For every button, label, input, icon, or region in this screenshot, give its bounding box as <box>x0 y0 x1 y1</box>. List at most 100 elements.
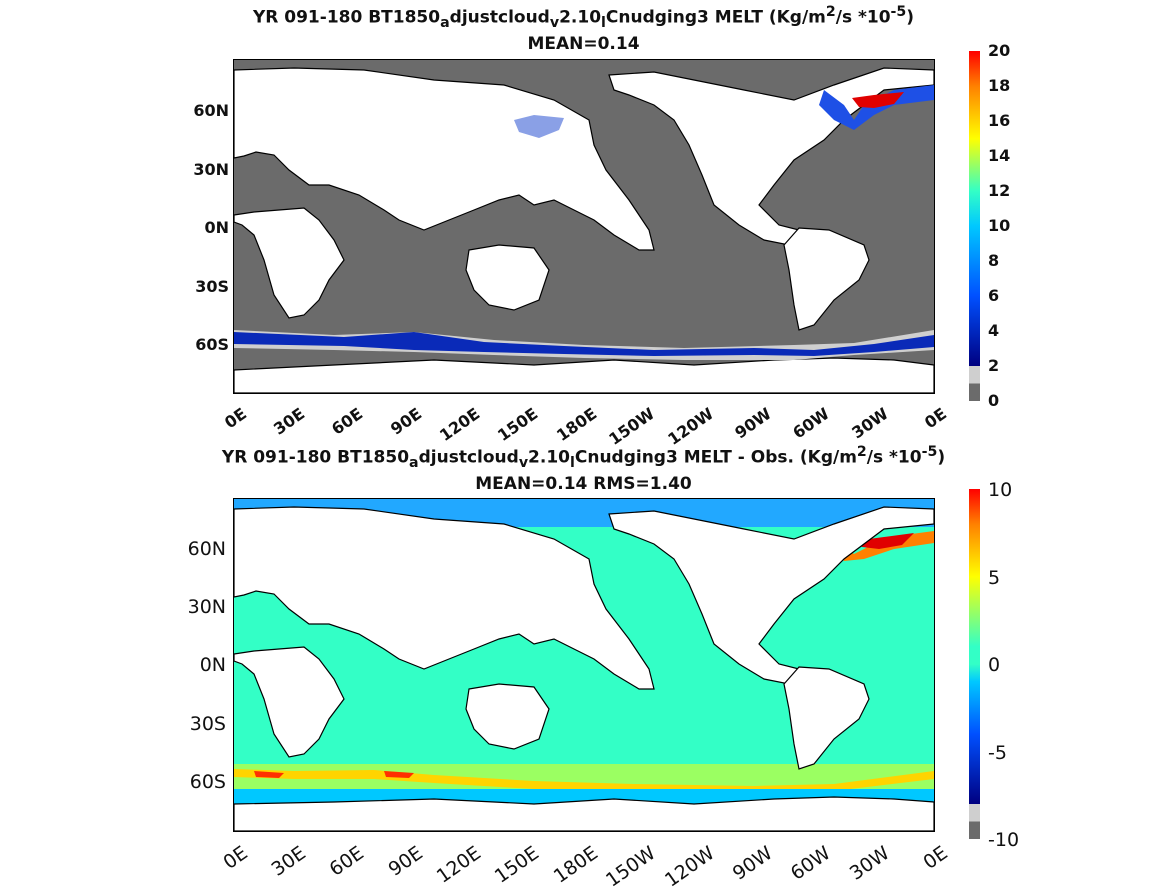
lat-label: 60S <box>195 335 229 354</box>
colorbar-tick-label: 16 <box>988 111 1011 130</box>
colorbar-tick-label: 6 <box>988 286 1000 305</box>
map-bottom <box>233 498 935 832</box>
lon-label: 30E <box>270 404 309 439</box>
title-sub: a <box>409 455 419 472</box>
land-north-america <box>608 67 934 246</box>
title-text: djustcloud <box>418 447 519 468</box>
melt-bands <box>234 85 934 360</box>
title-sub: l <box>601 15 606 32</box>
lon-label: 120W <box>660 842 719 892</box>
land-antarctica <box>234 796 934 831</box>
land-africa <box>234 646 345 758</box>
title-sup: 2 <box>856 444 867 460</box>
title-text: YR 091-180 BT1850 <box>221 447 410 468</box>
title-text: YR 091-180 BT1850 <box>252 7 441 28</box>
lon-label: 0E <box>919 842 952 874</box>
lat-label: 60N <box>187 538 226 560</box>
lon-label: 60W <box>787 842 835 885</box>
lon-label: 90W <box>728 842 777 885</box>
lon-label: 90E <box>386 404 425 439</box>
lat-label: 30N <box>187 596 226 618</box>
title-sub: l <box>570 455 575 472</box>
lon-label: 120E <box>436 404 484 445</box>
title-sub: a <box>440 15 450 32</box>
colorbar-top <box>969 51 980 401</box>
land-africa <box>234 207 345 319</box>
land-eurasia <box>234 506 655 690</box>
title-sup: 2 <box>825 4 836 20</box>
title-text: djustcloud <box>449 7 550 28</box>
colorbar-top-svg <box>969 51 980 401</box>
panel-bottom-subtitle: MEAN=0.14 RMS=1.40 <box>475 474 692 494</box>
melt-patch-okhotsk <box>514 115 564 138</box>
melt-band-blue <box>234 332 934 356</box>
land-north-america <box>608 506 934 685</box>
anomaly-greenland <box>854 533 914 549</box>
colorbar-tick-label: 14 <box>988 146 1011 165</box>
title-text: 2.10 <box>559 7 602 28</box>
title-sup: -5 <box>921 444 938 460</box>
colorbar-tick-label: 12 <box>988 181 1011 200</box>
lon-label: 0E <box>920 404 950 433</box>
land-eurasia <box>234 67 655 251</box>
lon-label: 180E <box>549 842 602 888</box>
lon-label: 0E <box>220 404 250 433</box>
title-text: Cnudging3 MELT (Kg/m <box>605 7 826 28</box>
lat-label: 30S <box>195 277 229 296</box>
map-top <box>233 59 935 394</box>
colorbar-tick-label: 10 <box>988 216 1011 235</box>
lon-label: 30W <box>845 842 894 885</box>
title-sub: v <box>549 15 560 32</box>
lon-label: 180E <box>552 404 600 445</box>
colorbar-gradient <box>969 51 980 401</box>
panel-top-subtitle: MEAN=0.14 <box>527 34 640 54</box>
colorbar-tick-label: 4 <box>988 321 1000 340</box>
colorbar-tick-label: 0 <box>988 391 1000 410</box>
title-text: /s *10 <box>866 447 922 468</box>
lat-label: 60N <box>193 101 229 120</box>
lon-label: 150E <box>494 404 542 445</box>
melt-patch-greenland <box>852 92 904 108</box>
lon-label: 150E <box>491 842 544 888</box>
lat-label: 30N <box>193 160 229 179</box>
colorbar-tick-label: 5 <box>988 566 1001 589</box>
lon-label: 90W <box>731 404 775 443</box>
panel-top-title: YR 091-180 BT1850adjustcloudv2.10lCnudgi… <box>0 2 1167 33</box>
colorbar-tick-label: 2 <box>988 356 1000 375</box>
lat-label: 30S <box>189 713 226 735</box>
colorbar-tick-label: -10 <box>988 829 1020 851</box>
colorbar-tick-label: 20 <box>988 41 1011 60</box>
colorbar-gradient <box>969 489 980 839</box>
title-text: /s *10 <box>835 7 891 28</box>
map-bottom-svg <box>234 499 934 831</box>
lon-label: 60E <box>328 404 367 439</box>
lat-label: 0N <box>199 654 226 676</box>
colorbar-bottom <box>969 489 980 839</box>
lat-label: 60S <box>189 771 226 793</box>
title-sup: -5 <box>890 4 907 20</box>
title-text: ) <box>906 7 915 28</box>
lon-label: 150W <box>602 842 660 892</box>
colorbar-tick-label: 10 <box>988 479 1013 501</box>
title-sub: v <box>518 455 529 472</box>
lon-label: 0E <box>219 842 252 874</box>
map-top-svg <box>234 60 934 393</box>
colorbar-tick-label: 18 <box>988 76 1011 95</box>
land-australia <box>465 683 550 750</box>
lon-label: 30W <box>847 404 892 443</box>
anomaly-hotspot <box>384 771 414 778</box>
title-text: ) <box>937 447 946 468</box>
title-text: Cnudging3 MELT - Obs. (Kg/m <box>574 447 857 468</box>
colorbar-bottom-svg <box>969 489 980 839</box>
colorbar-tick-label: 8 <box>988 251 1000 270</box>
lat-label: 0N <box>204 218 229 237</box>
land-masses <box>234 67 934 393</box>
land-south-america <box>783 666 870 770</box>
colorbar-tick-label: 0 <box>988 654 1001 676</box>
anomaly-bands <box>234 499 934 804</box>
lon-label: 120E <box>432 842 485 888</box>
anomaly-hotspot <box>254 771 284 778</box>
panel-bottom-title: YR 091-180 BT1850adjustcloudv2.10lCnudgi… <box>0 442 1167 473</box>
land-masses <box>234 506 934 831</box>
land-australia <box>465 244 550 311</box>
